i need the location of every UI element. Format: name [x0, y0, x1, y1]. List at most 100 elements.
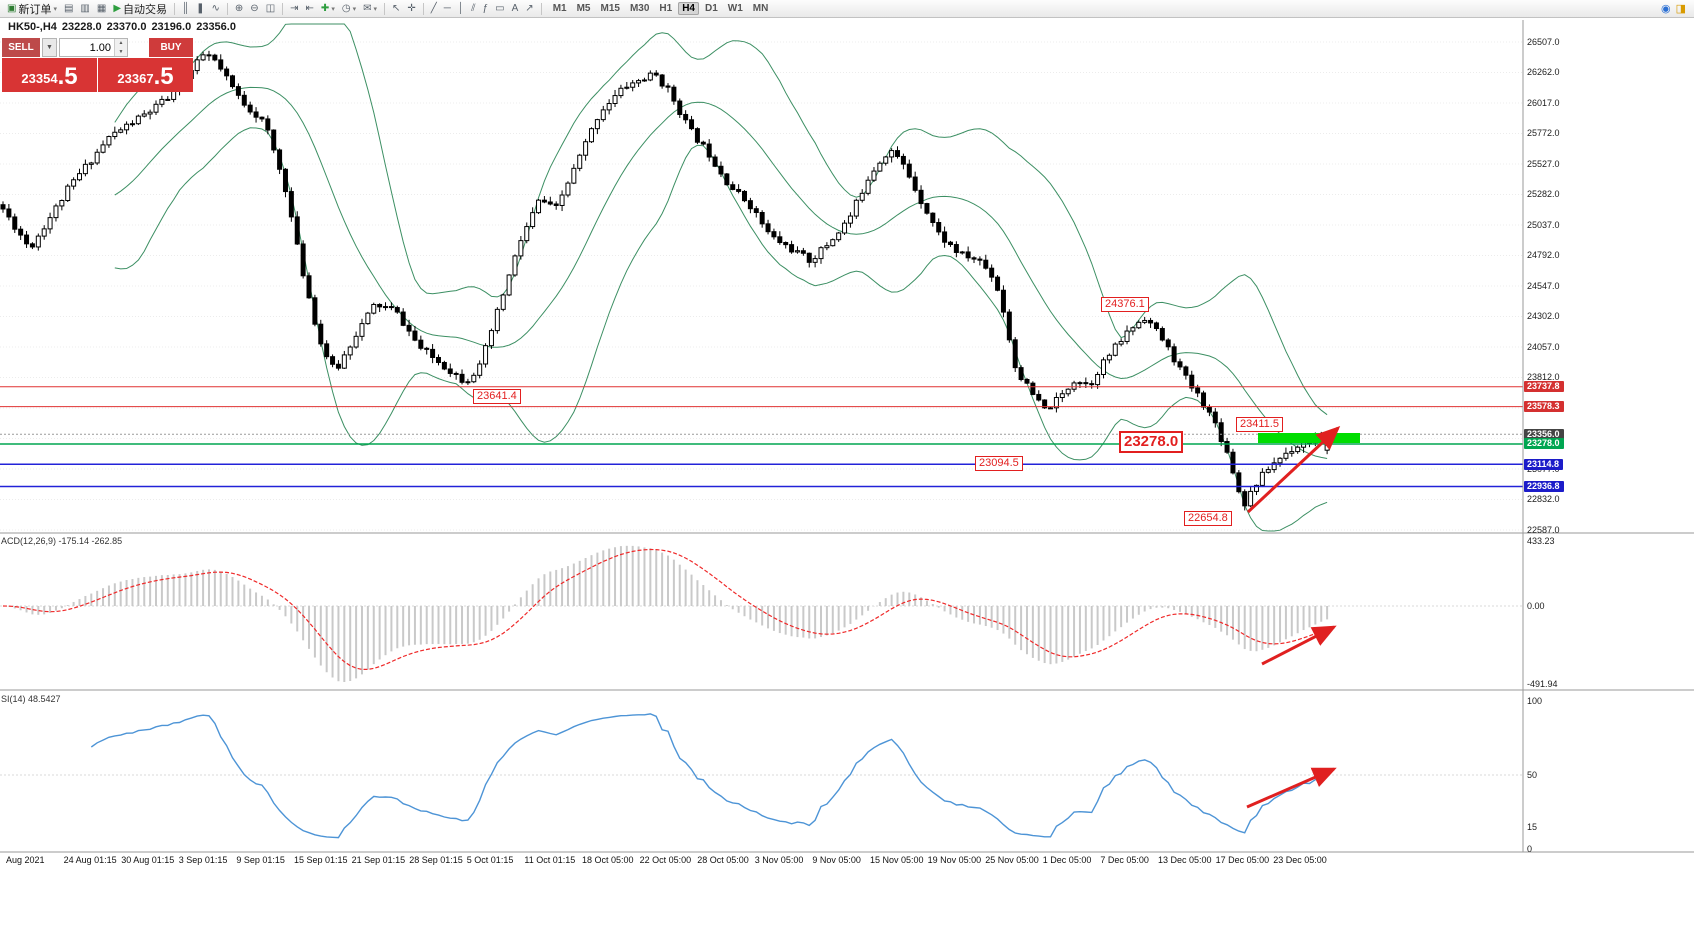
pane-frame-layer — [0, 20, 1694, 853]
volume-stepper[interactable]: ▲ ▼ — [114, 39, 127, 56]
vertical-line-icon: │ — [457, 2, 465, 14]
trend-arrow[interactable] — [1246, 767, 1337, 809]
caret-down-icon: ▾ — [352, 5, 357, 13]
trendline-icon[interactable]: ╱ — [428, 1, 440, 17]
cursor-icon: ↖ — [391, 2, 401, 14]
sell-price-main: 23354 — [21, 71, 58, 86]
add-indicator-button[interactable]: ✚ ▾ — [318, 1, 338, 17]
timeframe-h4[interactable]: H4 — [678, 2, 699, 15]
data-window-icon[interactable]: ▥ — [77, 1, 92, 17]
caret-down-icon: ▾ — [373, 5, 377, 13]
horizontal-line-icon: ─ — [443, 2, 451, 14]
navigator-icon[interactable]: ▦ — [94, 1, 109, 17]
stepper-down-icon: ▼ — [118, 48, 124, 55]
toolbar-separator — [422, 2, 424, 15]
data-window-icon: ▥ — [80, 2, 90, 14]
period-clock-icon[interactable]: ◷ ▾ — [339, 1, 359, 17]
trend-arrow[interactable] — [1246, 425, 1341, 514]
price-levels-layer — [0, 386, 1523, 488]
bar-chart-icon[interactable]: ║ — [179, 1, 192, 17]
autotrade-button[interactable]: ▶ 自动交易 — [110, 1, 170, 17]
ohlc-open: 23228.0 — [61, 21, 102, 33]
line-chart-icon[interactable]: ∿ — [209, 1, 223, 17]
tile-windows-icon[interactable]: ◫ — [263, 1, 278, 17]
period-clock-icon: ◷ — [341, 2, 351, 14]
bollinger-bands-layer — [114, 23, 1328, 532]
community-icon[interactable]: ◉ — [1660, 2, 1671, 15]
fibonacci-icon: ƒ — [482, 2, 489, 14]
shapes-icon: ▭ — [495, 2, 505, 14]
candle-chart-icon: ❚ — [196, 2, 205, 14]
new-order-button[interactable]: ▣ 新订单 ▾ — [4, 1, 60, 17]
crosshair-icon: ✛ — [407, 2, 416, 14]
zoom-in-icon: ⊕ — [234, 2, 244, 14]
market-watch-icon[interactable]: ▤ — [61, 1, 76, 17]
toolbar-separator — [383, 2, 385, 15]
bollinger-lower-band — [114, 127, 1328, 532]
vertical-line-icon[interactable]: │ — [455, 1, 467, 17]
channel-icon[interactable]: ⫽ — [468, 1, 478, 17]
market-watch-icon: ▤ — [63, 2, 74, 14]
bollinger-middle-band — [114, 86, 1328, 459]
ohlc-readout: HK50-,H4 23228.0 23370.0 23196.0 23356.0 — [8, 21, 241, 33]
timeframe-w1[interactable]: W1 — [727, 3, 743, 14]
timeframe-m15[interactable]: M15 — [600, 3, 620, 14]
tile-windows-icon: ◫ — [265, 2, 276, 14]
arrow-tool-icon[interactable]: ↗ — [522, 1, 536, 17]
new-order-button-label: 新订单 — [18, 3, 52, 16]
sell-button[interactable]: SELL — [2, 38, 40, 57]
toolbar-separator — [226, 2, 228, 15]
text-icon[interactable]: A — [509, 1, 522, 17]
buy-price-big: .5 — [153, 63, 174, 90]
zoom-in-icon[interactable]: ⊕ — [232, 1, 246, 17]
candles-layer — [0, 50, 1330, 511]
fibonacci-icon[interactable]: ƒ — [480, 1, 492, 17]
sell-price-box[interactable]: 23354 .5 — [2, 58, 97, 92]
trade-panel-controls: SELL ▼ ▲ ▼ BUY — [2, 38, 193, 57]
toolbar-separator — [540, 2, 542, 15]
shapes-icon[interactable]: ▭ — [492, 1, 507, 17]
timeframe-m30[interactable]: M30 — [629, 3, 650, 14]
shift-chart-icon[interactable]: ⇤ — [303, 1, 317, 17]
timeframe-mn[interactable]: MN — [752, 3, 769, 14]
caret-down-icon: ▾ — [53, 5, 57, 13]
zoom-out-icon[interactable]: ⊖ — [247, 1, 261, 17]
sell-price-big: .5 — [57, 63, 78, 90]
auto-scroll-icon[interactable]: ⇥ — [287, 1, 301, 17]
one-click-trading-panel: SELL ▼ ▲ ▼ BUY 23354 .5 23367 .5 — [2, 38, 193, 92]
trendline-icon: ╱ — [430, 2, 437, 14]
candle-chart-icon[interactable]: ❚ — [193, 1, 207, 17]
bar-chart-icon: ║ — [182, 2, 190, 14]
horizontal-line-icon[interactable]: ─ — [441, 1, 454, 17]
crosshair-icon[interactable]: ✛ — [404, 1, 418, 17]
ohlc-high: 23370.0 — [106, 21, 147, 33]
timeframe-bar: M1 M5 M15 M30 H1 H4 D1 W1 MN — [549, 2, 773, 15]
buy-price-main: 23367 — [117, 71, 154, 86]
navigator-icon: ▦ — [96, 2, 107, 14]
highlight-zone[interactable] — [1258, 433, 1360, 443]
timeframe-d1[interactable]: D1 — [705, 3, 718, 14]
trend-arrow[interactable] — [1261, 625, 1337, 666]
ohlc-low: 23196.0 — [151, 21, 192, 33]
stepper-up-icon: ▲ — [118, 40, 124, 46]
volume-input[interactable] — [60, 39, 114, 56]
buy-price-box[interactable]: 23367 .5 — [98, 58, 193, 92]
toolbar-separator — [174, 2, 176, 15]
buy-button[interactable]: BUY — [149, 38, 193, 57]
grid-layer — [0, 41, 1523, 776]
new-order-icon: ▣ — [7, 2, 17, 14]
timeframe-m1[interactable]: M1 — [552, 3, 567, 14]
volume-dropdown[interactable]: ▼ — [42, 38, 57, 57]
cursor-icon[interactable]: ↖ — [389, 1, 403, 17]
timeframe-h1[interactable]: H1 — [659, 3, 673, 14]
toolbar-buttons: ▣ 新订单 ▾ ▤ ▥ ▦ ▶ 自动交易 ║ ❚ ∿ ⊕ ⊖ ◫ ⇥ ⇤ ✚ ▾ ◷ ▾ ✉ ▾ ↖ ✛ ╱ ─ │ ⫽ ƒ ▭ A ↗ — [4, 1, 545, 17]
macd-layer — [2, 545, 1329, 682]
timeframe-m5[interactable]: M5 — [576, 3, 591, 14]
alert-icon[interactable]: ◨ — [1675, 2, 1686, 15]
news-icon[interactable]: ✉ ▾ — [360, 1, 380, 17]
rsi-line — [90, 713, 1328, 839]
news-icon: ✉ — [363, 2, 372, 14]
ohlc-close: 23356.0 — [196, 21, 236, 33]
